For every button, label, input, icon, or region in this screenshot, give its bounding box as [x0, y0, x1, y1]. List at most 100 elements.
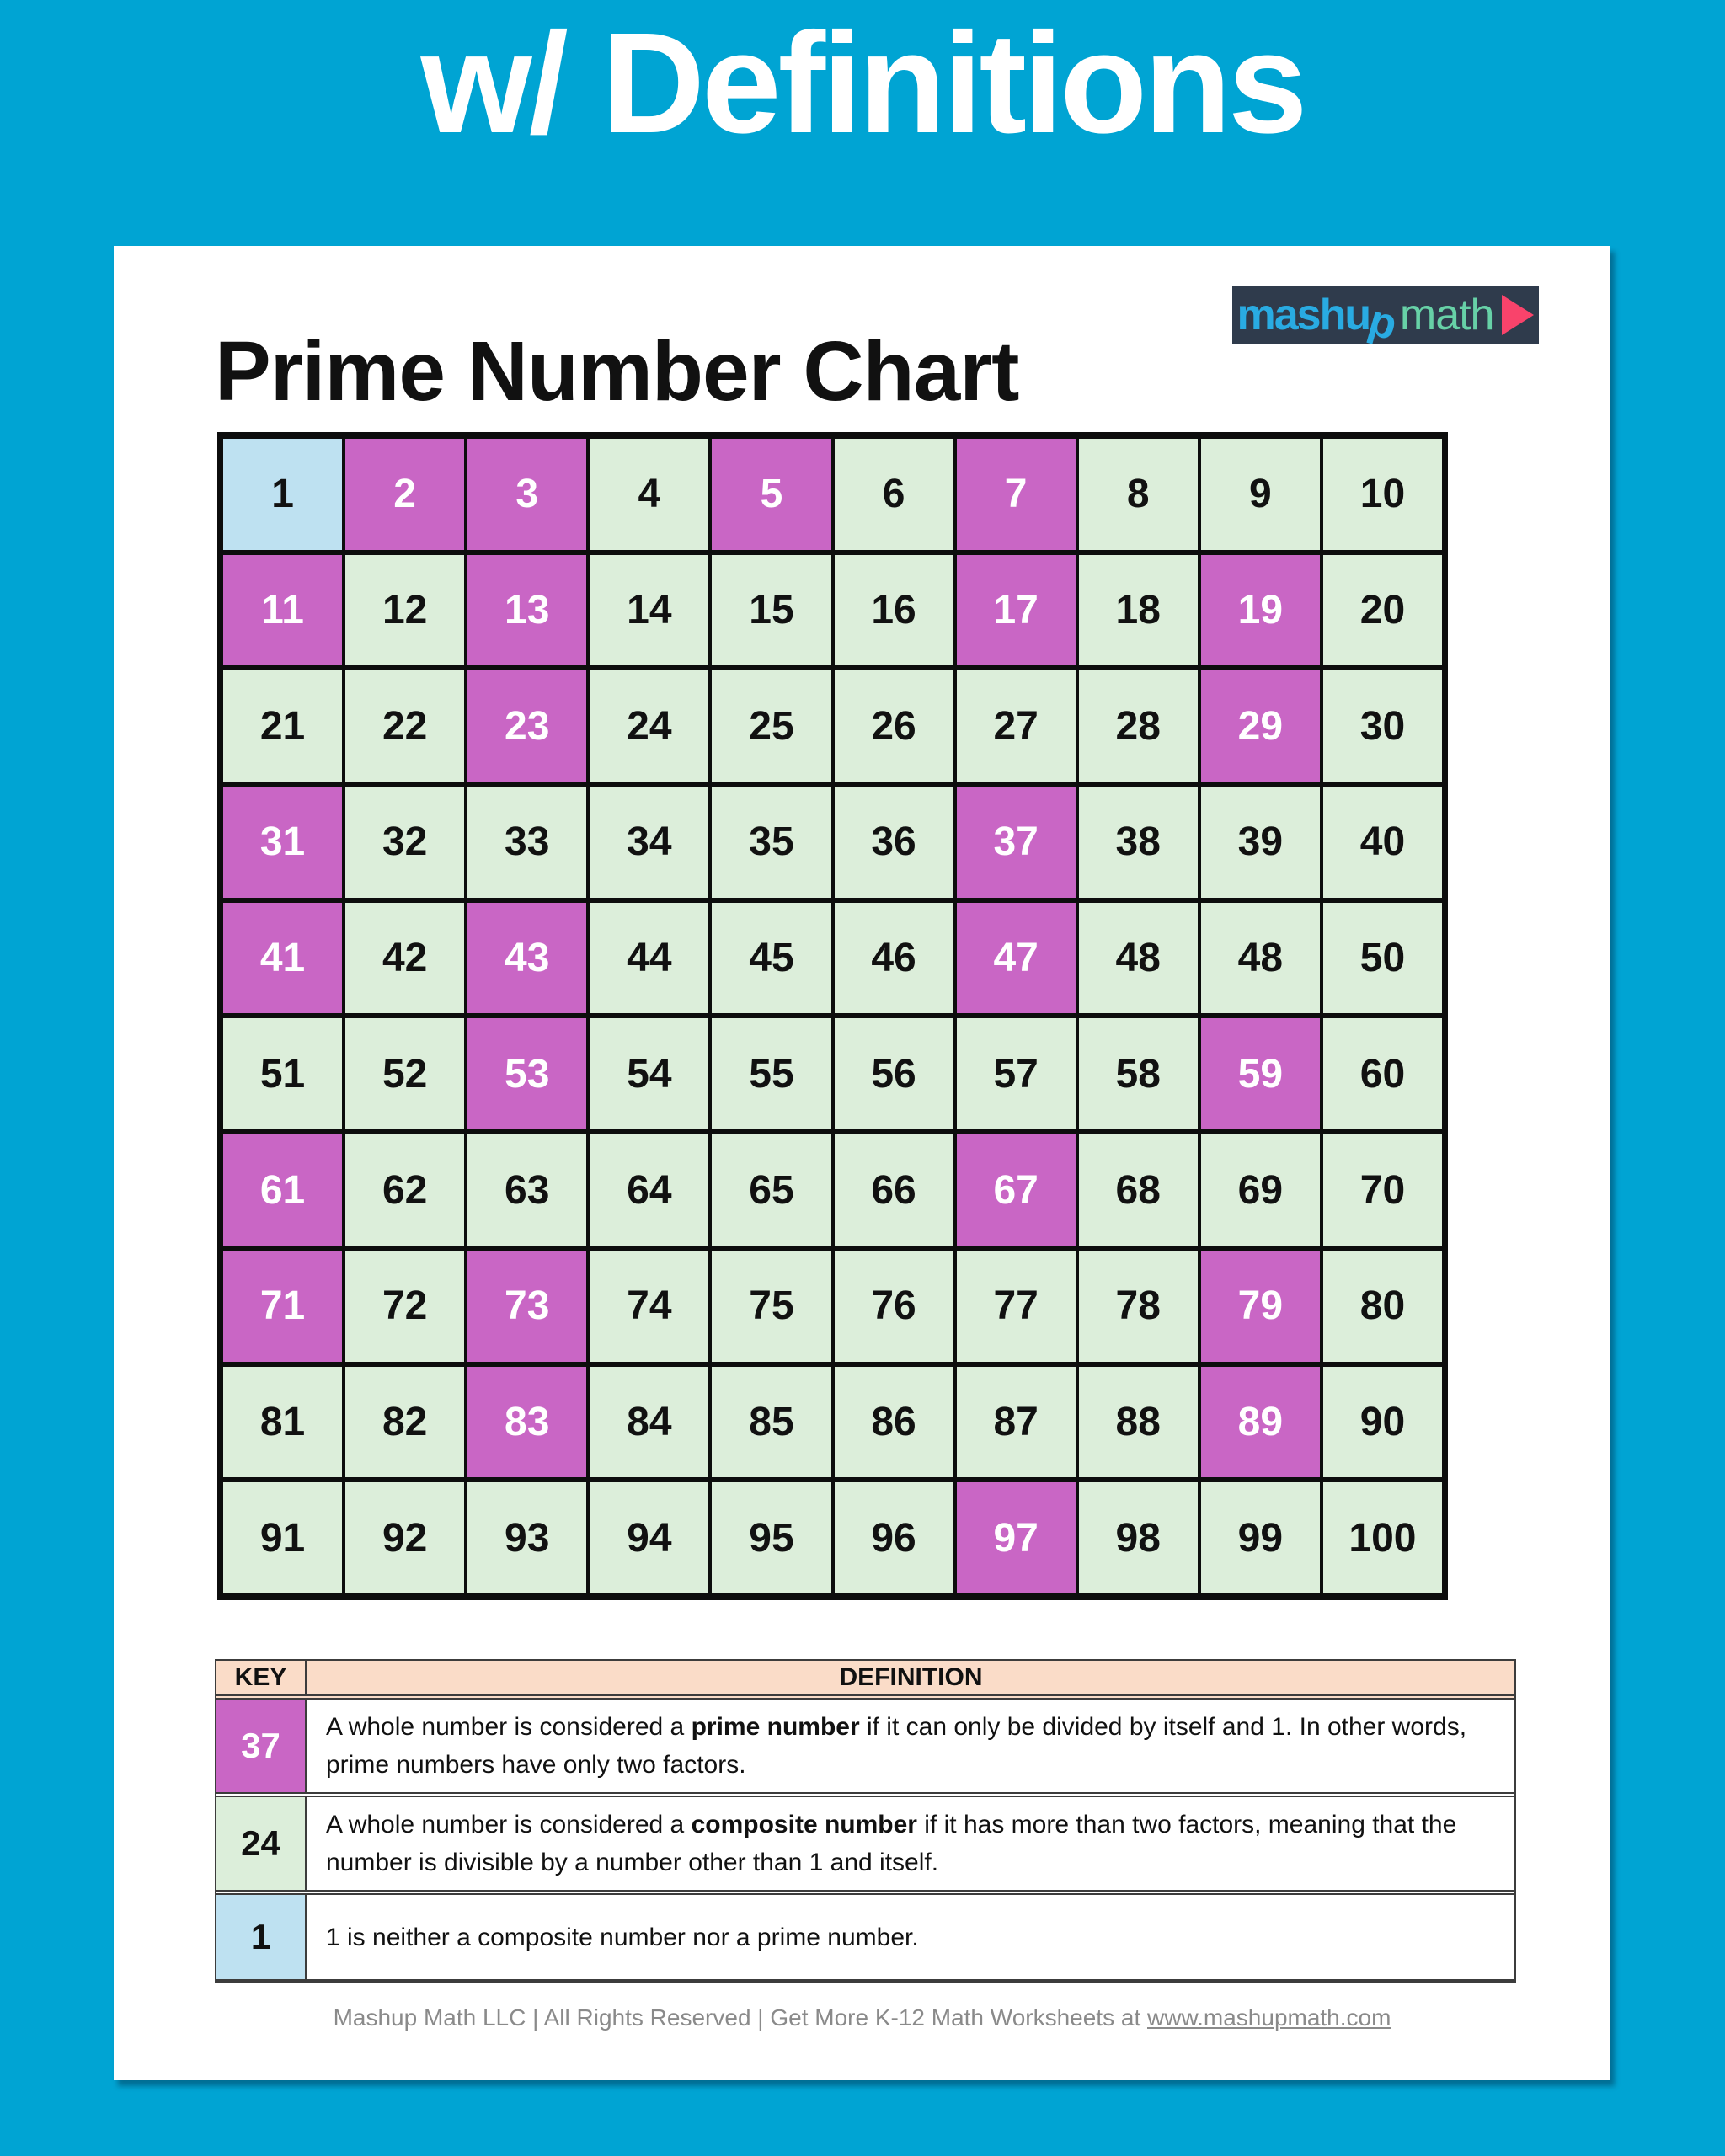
grid-cell-69: 69 — [1199, 1132, 1322, 1248]
grid-cell-78: 78 — [1076, 1247, 1199, 1364]
grid-cell-41: 41 — [222, 899, 344, 1017]
definition-text: A whole number is considered a prime num… — [326, 1713, 1467, 1779]
grid-cell-12: 12 — [344, 552, 467, 669]
mashupmath-logo: mashup math — [1232, 286, 1539, 350]
grid-cell-50: 50 — [1321, 899, 1444, 1017]
grid-cell-31: 31 — [222, 784, 344, 900]
grid-cell-2: 2 — [344, 436, 467, 552]
grid-cell-27: 27 — [954, 668, 1077, 785]
grid-cell-57: 57 — [954, 1016, 1077, 1133]
grid-cell-84: 84 — [588, 1364, 711, 1481]
grid-cell-23: 23 — [466, 668, 589, 785]
grid-cell-89: 89 — [1199, 1364, 1322, 1481]
grid-cell-15: 15 — [710, 552, 833, 669]
grid-cell-39: 39 — [1199, 784, 1322, 900]
grid-cell-91: 91 — [222, 1480, 344, 1596]
grid-cell-49: 48 — [1199, 899, 1322, 1017]
grid-cell-42: 42 — [344, 899, 467, 1017]
grid-cell-74: 74 — [588, 1247, 711, 1364]
grid-cell-55: 55 — [710, 1016, 833, 1133]
grid-cell-33: 33 — [466, 784, 589, 900]
key-table-header: KEY DEFINITION — [216, 1661, 1514, 1700]
grid-cell-88: 88 — [1076, 1364, 1199, 1481]
grid-cell-67: 67 — [954, 1132, 1077, 1248]
grid-cell-97: 97 — [954, 1480, 1077, 1596]
grid-cell-28: 28 — [1076, 668, 1199, 785]
grid-cell-32: 32 — [344, 784, 467, 900]
banner-title: w/ Definitions — [420, 3, 1308, 163]
logo-text-mashup: mashup — [1236, 291, 1402, 350]
grid-cell-7: 7 — [954, 436, 1077, 552]
logo-letter-p: p — [1363, 296, 1402, 350]
grid-cell-61: 61 — [222, 1132, 344, 1248]
key-row-1: 1 1 is neither a composite number nor a p… — [216, 1895, 1514, 1981]
key-header-cell: KEY — [216, 1661, 307, 1694]
grid-cell-54: 54 — [588, 1016, 711, 1133]
grid-cell-66: 66 — [832, 1132, 955, 1248]
grid-cell-13: 13 — [466, 552, 589, 669]
key-swatch-24: 24 — [216, 1797, 307, 1890]
footer-credit: Mashup Math LLC | All Rights Reserved | … — [114, 2004, 1610, 2031]
grid-cell-29: 29 — [1199, 668, 1322, 785]
grid-cell-53: 53 — [466, 1016, 589, 1133]
grid-cell-59: 59 — [1199, 1016, 1322, 1133]
grid-cell-17: 17 — [954, 552, 1077, 669]
grid-cell-47: 47 — [954, 899, 1077, 1017]
grid-cell-35: 35 — [710, 784, 833, 900]
grid-cell-65: 65 — [710, 1132, 833, 1248]
grid-cell-9: 9 — [1199, 436, 1322, 552]
grid-cell-40: 40 — [1321, 784, 1444, 900]
grid-cell-76: 76 — [832, 1247, 955, 1364]
grid-cell-77: 77 — [954, 1247, 1077, 1364]
grid-cell-48: 48 — [1076, 899, 1199, 1017]
grid-cell-90: 90 — [1321, 1364, 1444, 1481]
grid-cell-45: 45 — [710, 899, 833, 1017]
grid-cell-25: 25 — [710, 668, 833, 785]
grid-cell-64: 64 — [588, 1132, 711, 1248]
grid-cell-8: 8 — [1076, 436, 1199, 552]
grid-cell-93: 93 — [466, 1480, 589, 1596]
grid-cell-100: 100 — [1321, 1480, 1444, 1596]
grid-cell-79: 79 — [1199, 1247, 1322, 1364]
grid-cell-16: 16 — [832, 552, 955, 669]
grid-cell-43: 43 — [466, 899, 589, 1017]
grid-cell-60: 60 — [1321, 1016, 1444, 1133]
grid-cell-26: 26 — [832, 668, 955, 785]
key-row-24: 24 A whole number is considered a composi… — [216, 1797, 1514, 1895]
footer-link[interactable]: www.mashupmath.com — [1147, 2004, 1391, 2031]
grid-cell-96: 96 — [832, 1480, 955, 1596]
grid-cell-11: 11 — [222, 552, 344, 669]
grid-cell-38: 38 — [1076, 784, 1199, 900]
grid-cell-6: 6 — [832, 436, 955, 552]
grid-cell-56: 56 — [832, 1016, 955, 1133]
grid-cell-14: 14 — [588, 552, 711, 669]
grid-cell-4: 4 — [588, 436, 711, 552]
grid-cell-80: 80 — [1321, 1247, 1444, 1364]
grid-cell-68: 68 — [1076, 1132, 1199, 1248]
grid-cell-81: 81 — [222, 1364, 344, 1481]
grid-cell-73: 73 — [466, 1247, 589, 1364]
footer-text: Mashup Math LLC | All Rights Reserved | … — [333, 2004, 1147, 2031]
prime-number-grid: 1 2 3 4 5 6 7 8 9 10 11 12 13 14 15 16 17 18 19 20 21 22 23 24 2… — [217, 432, 1448, 1600]
logo-text-math: math — [1399, 291, 1495, 339]
grid-cell-63: 63 — [466, 1132, 589, 1248]
grid-cell-82: 82 — [344, 1364, 467, 1481]
grid-cell-44: 44 — [588, 899, 711, 1017]
grid-cell-83: 83 — [466, 1364, 589, 1481]
key-swatch-37: 37 — [216, 1700, 307, 1792]
grid-cell-87: 87 — [954, 1364, 1077, 1481]
key-swatch-1: 1 — [216, 1895, 307, 1979]
grid-cell-85: 85 — [710, 1364, 833, 1481]
definition-text: A whole number is considered a composite… — [326, 1811, 1457, 1876]
grid-cell-10: 10 — [1321, 436, 1444, 552]
grid-cell-24: 24 — [588, 668, 711, 785]
grid-cell-94: 94 — [588, 1480, 711, 1596]
grid-cell-71: 71 — [222, 1247, 344, 1364]
play-icon — [1502, 295, 1535, 335]
grid-cell-1: 1 — [222, 436, 344, 552]
definition-text: 1 is neither a composite number nor a pr… — [326, 1923, 919, 1951]
definition-header-cell: DEFINITION — [839, 1663, 983, 1691]
grid-cell-86: 86 — [832, 1364, 955, 1481]
grid-cell-95: 95 — [710, 1480, 833, 1596]
